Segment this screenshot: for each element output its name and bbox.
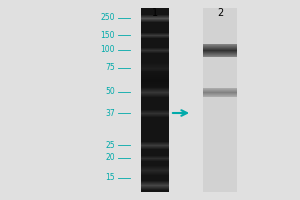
- Text: 150: 150: [100, 30, 115, 40]
- Text: 100: 100: [100, 46, 115, 54]
- Text: 2: 2: [217, 8, 223, 18]
- Text: 50: 50: [105, 88, 115, 97]
- Text: 75: 75: [105, 64, 115, 72]
- Text: 37: 37: [105, 108, 115, 117]
- Text: 250: 250: [100, 14, 115, 22]
- Text: 1: 1: [152, 8, 158, 18]
- Text: 20: 20: [105, 154, 115, 162]
- Text: 25: 25: [105, 140, 115, 150]
- Text: 15: 15: [105, 173, 115, 182]
